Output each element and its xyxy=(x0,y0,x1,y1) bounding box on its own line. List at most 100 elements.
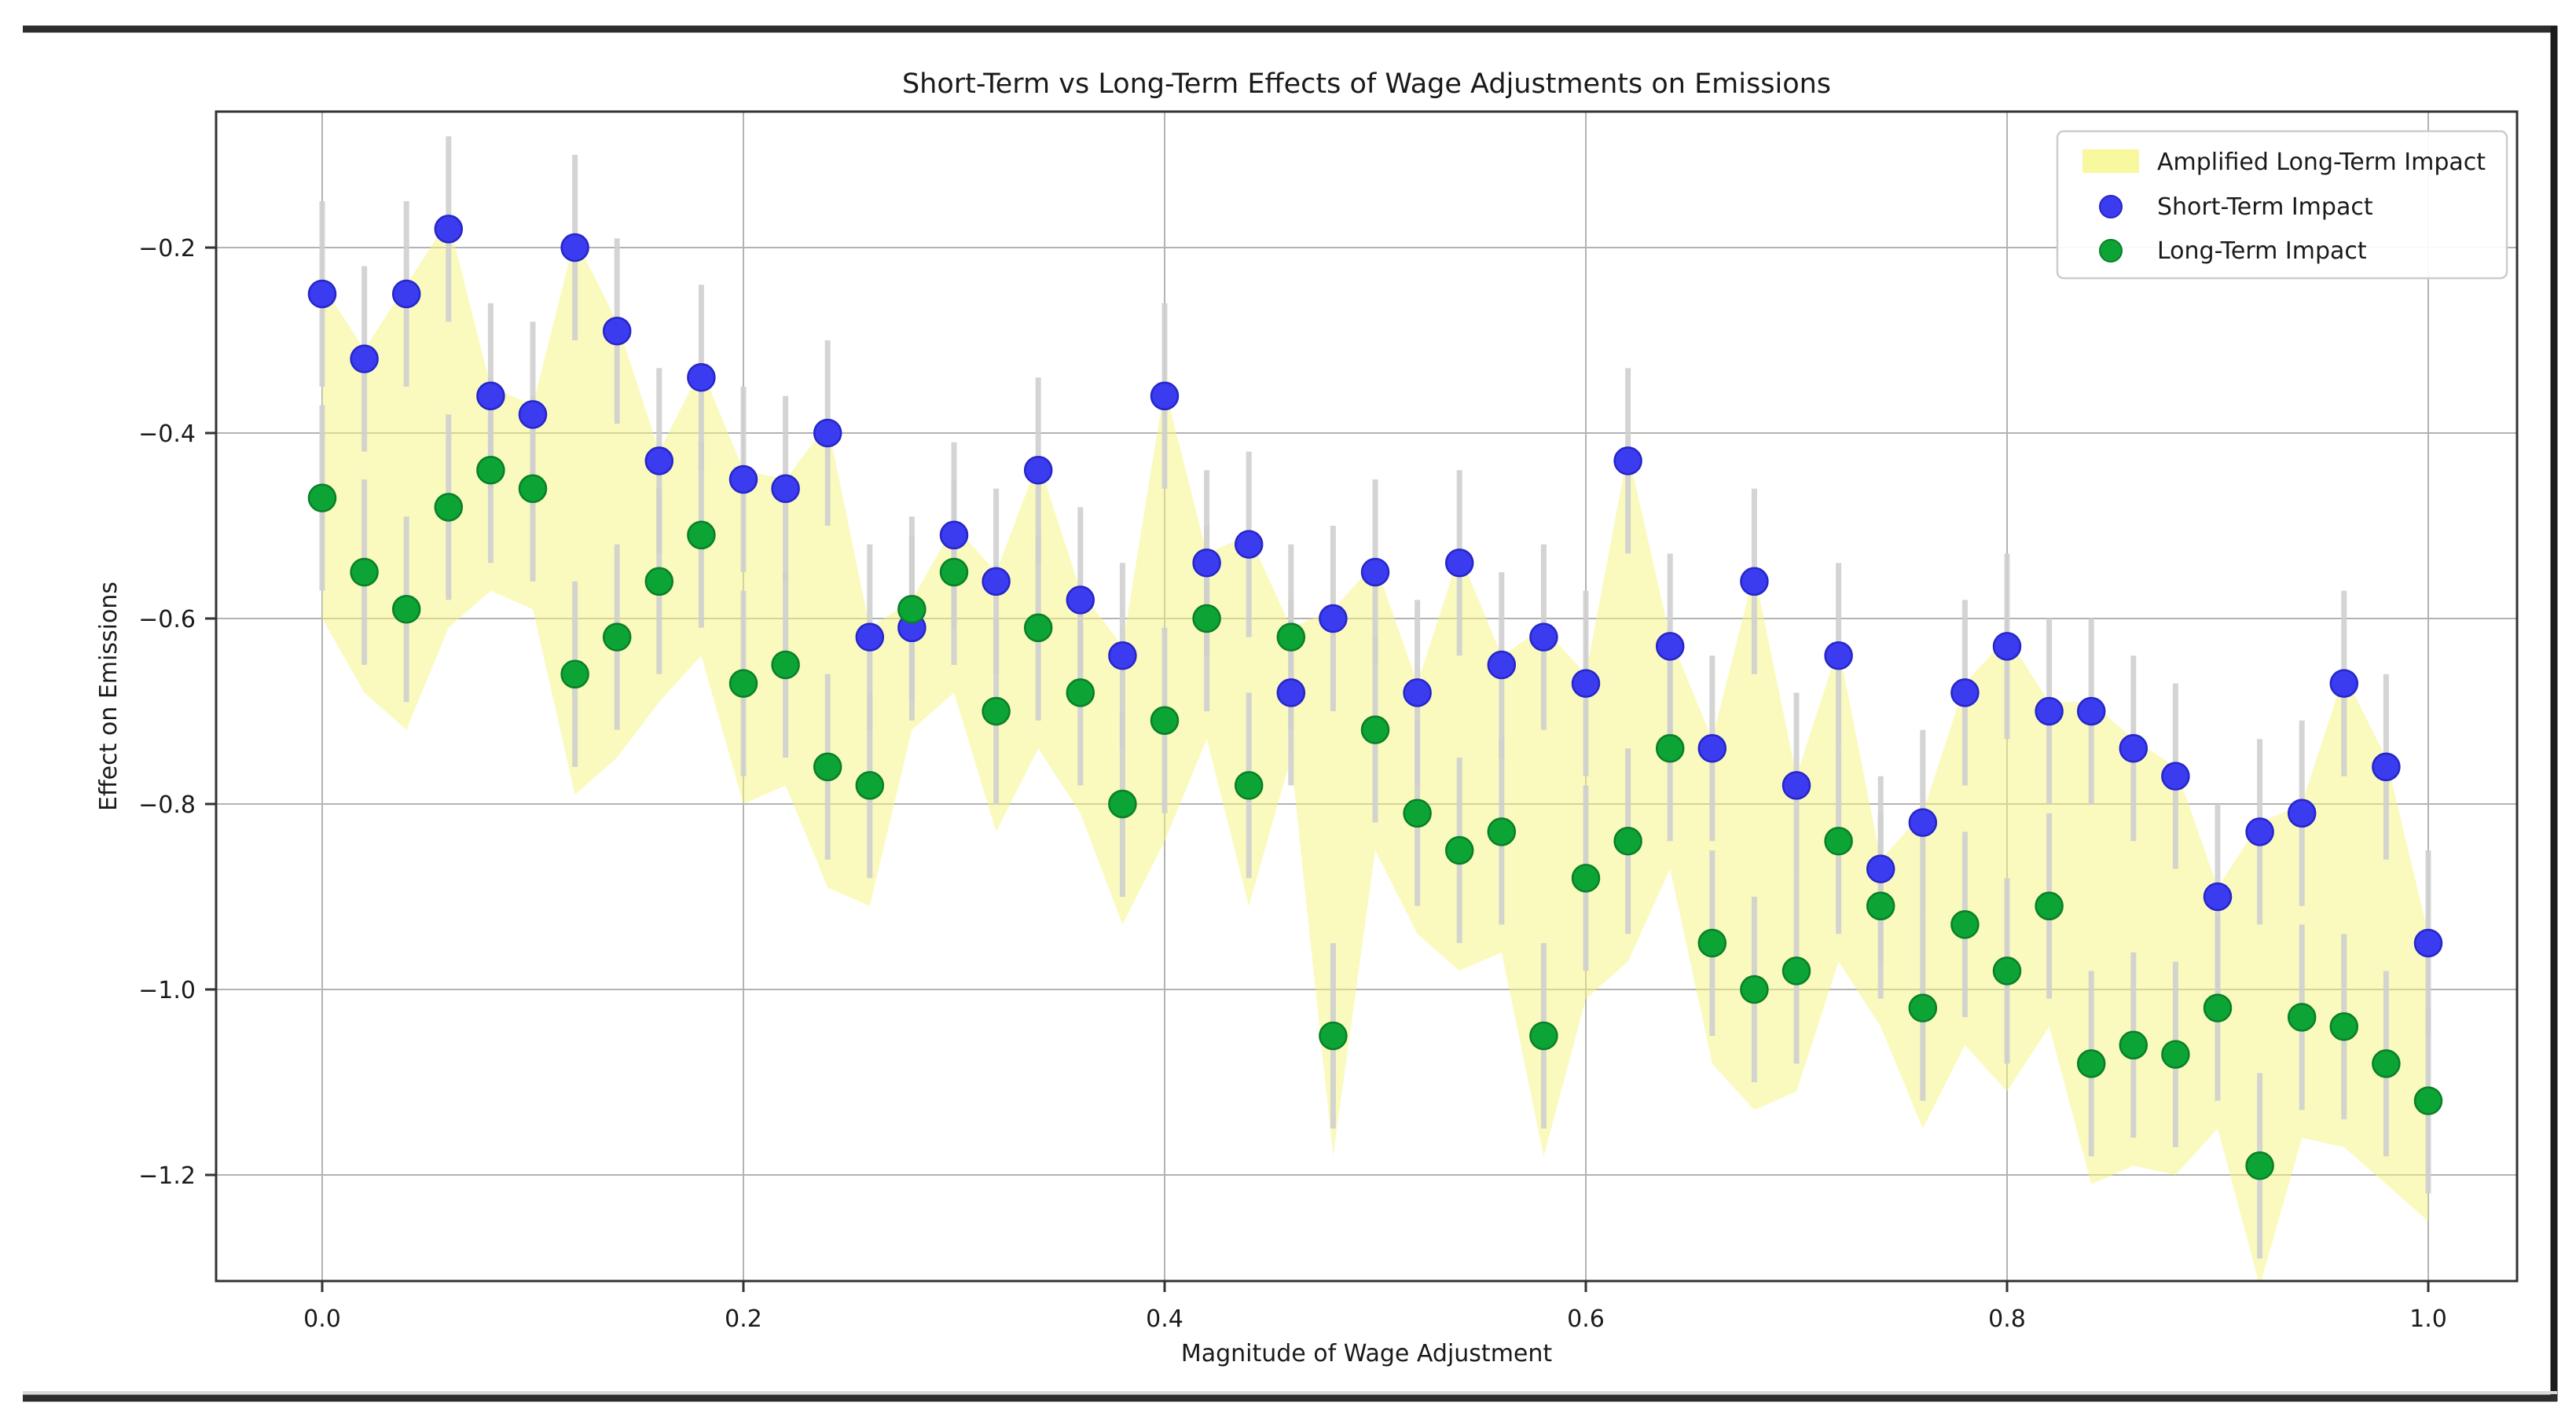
short-term-point xyxy=(644,446,674,475)
short-term-point xyxy=(687,362,716,392)
short-term-point xyxy=(2203,882,2233,912)
short-term-point xyxy=(1697,733,1727,763)
short-term-point xyxy=(1150,381,1180,411)
x-tick-label: 1.0 xyxy=(2409,1305,2447,1333)
chart-title: Short-Term vs Long-Term Effects of Wage … xyxy=(902,68,1831,100)
short-term-point xyxy=(813,418,842,448)
long-term-point xyxy=(391,594,421,624)
long-term-point xyxy=(602,622,632,652)
long-term-point xyxy=(1023,613,1053,643)
window-frame xyxy=(23,25,2558,1402)
short-term-point xyxy=(1740,567,1769,597)
short-term-point xyxy=(2372,752,2401,782)
short-term-point xyxy=(2161,762,2190,791)
y-tick-label: −0.8 xyxy=(138,791,196,819)
short-term-point xyxy=(1950,678,1980,707)
long-term-point xyxy=(1487,817,1517,846)
legend-box xyxy=(2056,130,2508,280)
y-tick-label: −1.2 xyxy=(138,1162,196,1190)
short-term-point xyxy=(1782,771,1811,800)
short-term-point xyxy=(1234,530,1264,559)
y-axis-label: Effect on Emissions xyxy=(95,582,123,811)
x-tick-label: 0.4 xyxy=(1146,1305,1183,1333)
long-term-point xyxy=(560,659,589,689)
axes-spines xyxy=(215,110,2519,1283)
long-term-point xyxy=(1740,975,1769,1004)
long-term-point xyxy=(1360,715,1390,744)
long-term-point xyxy=(1866,891,1895,921)
legend-label-band: Amplified Long-Term Impact xyxy=(2157,149,2486,176)
short-term-point xyxy=(2287,798,2317,828)
long-term-point xyxy=(1403,798,1432,828)
short-term-point xyxy=(602,316,632,346)
long-term-point xyxy=(2035,891,2064,921)
short-term-point xyxy=(391,279,421,309)
long-term-point xyxy=(1950,910,1980,939)
short-term-point xyxy=(476,381,505,411)
long-term-point xyxy=(2203,993,2233,1022)
long-term-point xyxy=(1824,826,1853,856)
long-term-point xyxy=(982,696,1011,726)
long-term-point xyxy=(2287,1003,2317,1032)
short-term-point xyxy=(982,567,1011,597)
long-term-point xyxy=(2329,1011,2359,1041)
long-term-point xyxy=(897,594,927,624)
axis-ticks: 0.0 0.2 0.4 0.6 0.8 1.0 −0.2 −0.4 −0.6 −0.8 −1.0 −1… xyxy=(138,235,2447,1333)
y-tick-label: −0.2 xyxy=(138,235,196,262)
long-term-point xyxy=(1571,864,1601,893)
short-term-point xyxy=(1487,650,1517,680)
long-term-point xyxy=(1150,706,1180,736)
x-tick-label: 0.6 xyxy=(1567,1305,1605,1333)
short-term-point xyxy=(771,474,800,504)
long-term-point xyxy=(1529,1021,1558,1051)
long-term-point xyxy=(1613,826,1642,856)
long-term-point xyxy=(728,669,758,698)
x-tick-label: 0.8 xyxy=(1988,1305,2026,1333)
short-term-point xyxy=(1824,641,1853,670)
long-term-point xyxy=(476,455,505,485)
long-term-point xyxy=(771,650,800,680)
short-term-point xyxy=(1066,586,1095,615)
long-term-point xyxy=(813,752,842,782)
long-term-point xyxy=(1319,1021,1348,1051)
legend-dot-short-term xyxy=(2099,195,2123,218)
short-term-point xyxy=(434,215,464,244)
long-term-point xyxy=(644,567,674,597)
short-term-point xyxy=(1613,446,1642,475)
long-term-point xyxy=(1066,678,1095,707)
long-term-point xyxy=(687,520,716,550)
short-term-point xyxy=(1319,604,1348,633)
long-term-point xyxy=(939,557,969,587)
short-term-point xyxy=(2413,928,2443,958)
short-term-point xyxy=(2119,733,2149,763)
y-tick-label: −1.0 xyxy=(138,977,196,1004)
long-term-point xyxy=(1192,604,1221,633)
legend-label-long-term: Long-Term Impact xyxy=(2157,237,2367,265)
long-term-point xyxy=(2245,1151,2274,1180)
short-term-point xyxy=(1276,678,1306,707)
long-term-point xyxy=(350,557,379,587)
long-term-point xyxy=(2161,1040,2190,1069)
short-term-point xyxy=(1360,557,1390,587)
short-term-point xyxy=(2035,696,2064,726)
long-term-point xyxy=(2372,1049,2401,1078)
short-term-point xyxy=(1866,854,1895,883)
data-points xyxy=(307,215,2443,1180)
long-term-point xyxy=(855,771,885,800)
long-term-point xyxy=(1992,956,2022,986)
y-tick-label: −0.6 xyxy=(138,606,196,633)
long-term-point xyxy=(1908,993,1938,1022)
short-term-point xyxy=(518,400,548,429)
short-term-point xyxy=(1571,669,1601,698)
legend: Amplified Long-Term Impact Short-Term Im… xyxy=(2056,130,2508,280)
short-term-point xyxy=(1992,632,2022,661)
short-term-point xyxy=(1108,641,1137,670)
short-term-point xyxy=(939,520,969,550)
short-term-point xyxy=(728,464,758,494)
x-tick-label: 0.0 xyxy=(303,1305,341,1333)
long-term-point xyxy=(2119,1030,2149,1060)
short-term-point xyxy=(350,344,379,373)
short-term-point xyxy=(1444,548,1474,578)
legend-dot-long-term xyxy=(2099,239,2123,262)
short-term-point xyxy=(1023,455,1053,485)
